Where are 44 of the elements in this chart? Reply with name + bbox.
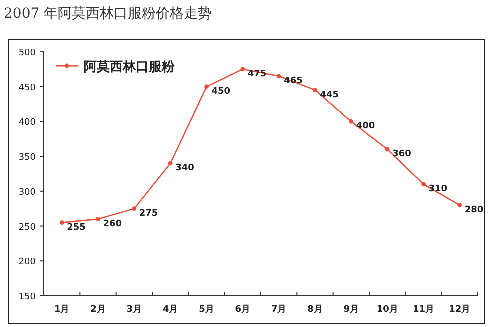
title: 2007 年阿莫西林口服粉价格走势 — [4, 6, 212, 22]
data-label: 280 — [464, 205, 484, 216]
data-label: 260 — [103, 219, 122, 230]
x-tick-label: 5月 — [199, 304, 214, 315]
point — [96, 217, 100, 222]
point — [349, 120, 354, 124]
data-label: 450 — [212, 86, 231, 97]
data-label: 255 — [67, 222, 86, 233]
x-tick-label: 7月 — [271, 304, 287, 315]
y-tick-label: 300 — [18, 188, 36, 198]
x-tick-label: 3月 — [126, 304, 142, 315]
x-tick-label: 2月 — [90, 304, 106, 315]
x-tick-label: 8月 — [308, 304, 323, 315]
y-tick-label: 400 — [18, 118, 36, 128]
point — [313, 88, 318, 93]
x-tick-label: 12月 — [449, 304, 471, 315]
data-label: 360 — [392, 150, 412, 160]
y-tick-label: 150 — [18, 292, 36, 302]
data-label: 475 — [248, 69, 267, 80]
data-label: 400 — [356, 122, 376, 132]
x-tick-label: 4月 — [162, 304, 178, 315]
data-label: 340 — [176, 164, 194, 174]
x-tick-label: 10月 — [376, 304, 398, 315]
x-tick-label: 11月 — [412, 304, 435, 315]
y-tick-label: 200 — [18, 258, 36, 268]
point — [132, 206, 137, 212]
y-tick-label: 450 — [18, 83, 36, 94]
y-tick-label: 500 — [18, 48, 36, 58]
data-label: 275 — [139, 208, 158, 219]
point — [240, 67, 246, 72]
x-tick-label: 6月 — [235, 304, 251, 315]
point — [168, 161, 173, 166]
point — [458, 203, 462, 208]
x-tick-label: 1月 — [54, 304, 70, 315]
point — [60, 220, 64, 225]
point — [385, 147, 390, 152]
data-label: 445 — [320, 90, 340, 100]
point — [422, 182, 426, 187]
legend-label: 阿莫西林口服粉 — [84, 59, 176, 75]
point — [276, 74, 282, 79]
x-tick-label: 9月 — [344, 304, 360, 315]
y-tick-label: 350 — [18, 153, 36, 164]
point — [204, 84, 209, 90]
y-tick-label: 250 — [18, 222, 36, 233]
